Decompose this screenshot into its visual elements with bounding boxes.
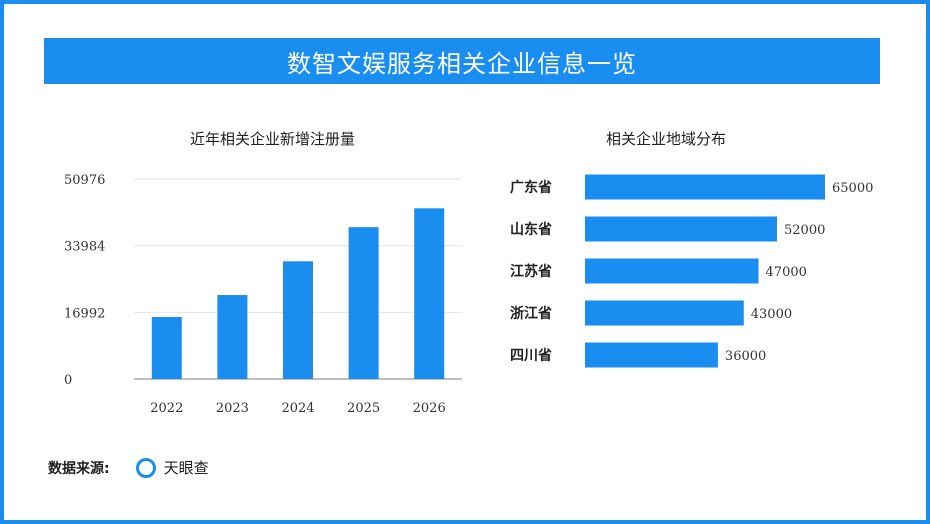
data-source: 数据来源: 天眼查 — [48, 457, 209, 478]
bar — [414, 208, 445, 379]
source-label: 数据来源: — [48, 460, 110, 477]
left-chart-title: 近年相关企业新增注册量 — [190, 130, 356, 148]
x-tick-label: 2025 — [347, 401, 380, 416]
bar — [585, 300, 744, 326]
bar — [348, 227, 379, 379]
data-label: 65000 — [832, 181, 873, 196]
source-name: 天眼查 — [163, 459, 209, 477]
bar — [585, 216, 777, 242]
y-tick-label: 33984 — [64, 240, 105, 255]
tianyancha-logo-icon — [135, 457, 156, 478]
category-label: 山东省 — [510, 221, 552, 238]
category-label: 江苏省 — [510, 263, 552, 280]
data-label: 43000 — [751, 307, 792, 322]
right-chart-title: 相关企业地域分布 — [606, 130, 727, 148]
category-label: 广东省 — [510, 179, 552, 196]
bar — [585, 342, 718, 368]
data-label: 47000 — [766, 265, 807, 280]
x-tick-label: 2026 — [413, 401, 446, 416]
x-tick-label: 2022 — [150, 401, 183, 416]
data-label: 36000 — [725, 349, 766, 364]
bar — [151, 317, 182, 379]
y-tick-label: 0 — [64, 373, 72, 388]
page-title: 数智文娱服务相关企业信息一览 — [44, 38, 880, 84]
category-label: 四川省 — [510, 347, 552, 364]
bar — [585, 258, 759, 284]
y-tick-label: 50976 — [64, 173, 105, 188]
bar — [217, 295, 248, 379]
x-tick-label: 2024 — [281, 401, 314, 416]
bar — [283, 261, 313, 379]
category-label: 浙江省 — [510, 305, 552, 322]
data-label: 52000 — [784, 223, 825, 238]
y-tick-label: 16992 — [64, 306, 105, 321]
bar — [585, 174, 825, 200]
x-tick-label: 2023 — [216, 401, 249, 416]
